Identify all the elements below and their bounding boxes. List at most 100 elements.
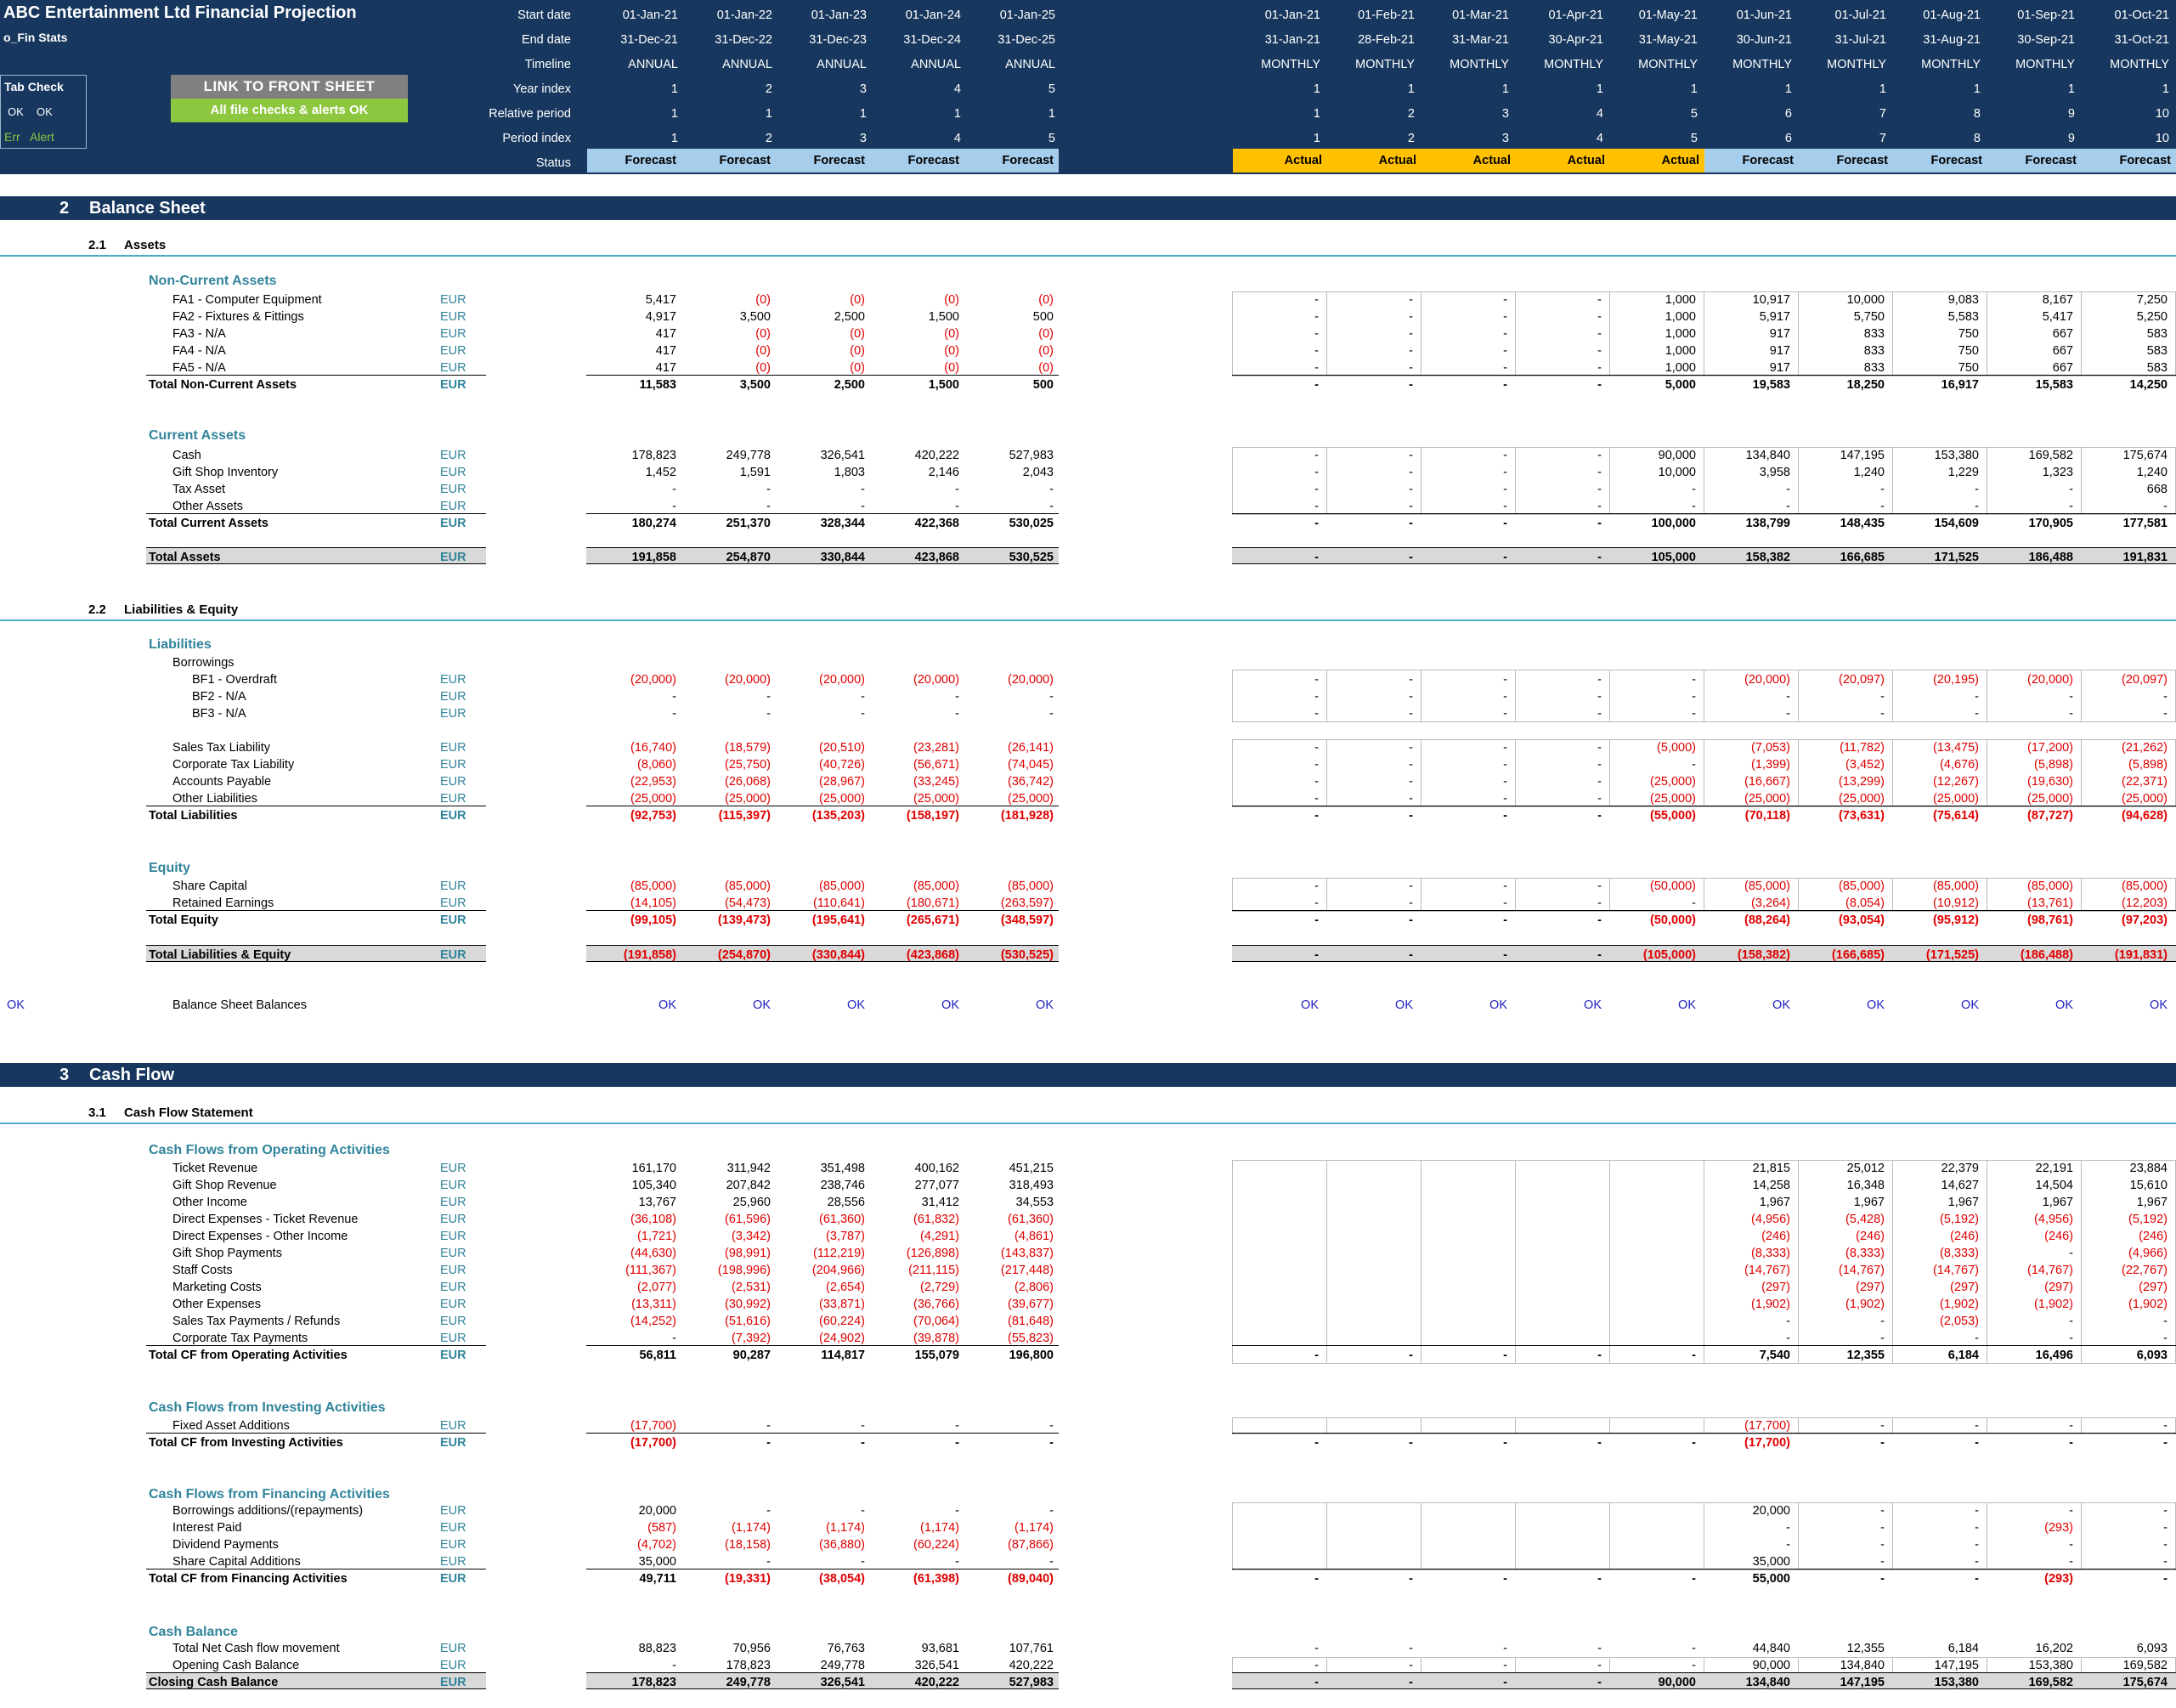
group-heading: Liabilities [149, 637, 212, 652]
total-rule [146, 547, 486, 548]
annual-value: (20,000) [913, 673, 959, 687]
annual-value: 330,844 [820, 551, 865, 564]
monthly-value: OK [2150, 998, 2168, 1012]
monthly-value: (191,831) [2114, 948, 2168, 962]
total-rule [586, 1672, 1059, 1673]
header-monthly-year: 1 [1501, 82, 1509, 96]
unit-label: EUR [440, 1521, 466, 1535]
monthly-value: (87,727) [2026, 809, 2073, 823]
header-annual-rel: 1 [859, 107, 867, 121]
annual-value: (20,510) [818, 741, 865, 755]
monthly-value: - [1409, 690, 1413, 704]
monthly-value: (293) [2044, 1521, 2073, 1535]
header-monthly-year: 1 [1784, 82, 1792, 96]
row-label: Sales Tax Liability [172, 741, 270, 755]
annual-value: (61,596) [724, 1213, 771, 1226]
monthly-value: - [1880, 1538, 1885, 1552]
annual-value: (198,996) [717, 1264, 771, 1277]
input-block-divider [2081, 447, 2082, 515]
monthly-value: 186,488 [2028, 551, 2073, 564]
monthly-value: 153,380 [1934, 449, 1979, 462]
monthly-value: (85,000) [1744, 879, 1790, 893]
monthly-value: 750 [1958, 327, 1979, 341]
annual-value: (254,870) [717, 948, 771, 962]
unit-label: EUR [440, 879, 466, 893]
header-annual-start: 01-Jan-25 [999, 8, 1055, 22]
input-block-divider [1609, 1502, 1610, 1570]
unit-label: EUR [440, 673, 466, 687]
annual-value: 423,868 [914, 551, 959, 564]
monthly-value: - [1409, 344, 1413, 358]
monthly-value: - [1409, 673, 1413, 687]
annual-value: 249,778 [726, 449, 771, 462]
monthly-value: - [1503, 378, 1507, 392]
annual-value: - [1049, 690, 1054, 704]
annual-value: (8,060) [637, 758, 676, 772]
header-annual-start: 01-Jan-24 [905, 8, 961, 22]
annual-value: 191,858 [631, 551, 676, 564]
monthly-value: OK [1772, 998, 1790, 1012]
monthly-value: - [2069, 707, 2073, 721]
annual-value: 25,960 [732, 1196, 771, 1209]
monthly-value: - [1597, 1642, 1602, 1655]
total-rule [146, 1433, 486, 1434]
annual-value: (7,392) [732, 1332, 771, 1345]
total-rule [586, 910, 1059, 911]
monthly-value: - [1692, 1436, 1696, 1450]
annual-value: 1,803 [834, 466, 865, 479]
annual-value: - [861, 1555, 865, 1569]
input-block-divider [1326, 291, 1327, 376]
header-monthly-year: 1 [2067, 82, 2075, 96]
total-rule [146, 945, 486, 946]
monthly-value: - [1314, 483, 1319, 496]
status-cell: Forecast [1704, 149, 1799, 172]
annual-value: (26,141) [1007, 741, 1054, 755]
monthly-value: - [1692, 483, 1696, 496]
annual-value: (85,000) [913, 879, 959, 893]
header-label-rel: Relative period [489, 107, 571, 121]
monthly-value: (13,761) [2026, 896, 2073, 910]
unit-label: EUR [440, 913, 466, 927]
monthly-value: 90,000 [1752, 1659, 1790, 1672]
row-label: Total Liabilities & Equity [149, 948, 291, 962]
total-underline [586, 563, 1059, 564]
annual-value: (0) [1038, 361, 1054, 375]
annual-value: (85,000) [724, 879, 771, 893]
annual-value: 178,823 [631, 449, 676, 462]
monthly-value: - [2069, 1419, 2073, 1433]
monthly-value: 14,504 [2035, 1179, 2073, 1192]
unit-label: EUR [440, 483, 466, 496]
row-label: Borrowings additions/(repayments) [172, 1504, 364, 1518]
unit-label: EUR [440, 1436, 466, 1450]
annual-value: 107,761 [1009, 1642, 1054, 1655]
header-monthly-rel: 9 [2067, 107, 2075, 121]
section-title: Balance Sheet [89, 199, 206, 218]
annual-value: 207,842 [726, 1179, 771, 1192]
annual-value: (1,174) [920, 1521, 959, 1535]
status-cell: Forecast [2082, 149, 2176, 172]
unit-label: EUR [440, 466, 466, 479]
annual-value: - [955, 1555, 959, 1569]
annual-value: (55,823) [1007, 1332, 1054, 1345]
monthly-value: - [1409, 361, 1413, 375]
monthly-value: 917 [1769, 361, 1790, 375]
monthly-value: (20,000) [1744, 673, 1790, 687]
monthly-value: - [1692, 758, 1696, 772]
row-label: Dividend Payments [172, 1538, 279, 1552]
row-label: Closing Cash Balance [149, 1676, 279, 1689]
link-to-front-sheet-button[interactable]: LINK TO FRONT SHEET [171, 75, 408, 99]
status-cell: Actual [1327, 149, 1421, 172]
unit-label: EUR [440, 310, 466, 324]
monthly-value: 10,917 [1752, 293, 1790, 307]
annual-value: 500 [1032, 310, 1054, 324]
monthly-value: - [1314, 775, 1319, 789]
annual-value: (51,616) [724, 1315, 771, 1328]
monthly-value: 105,000 [1651, 551, 1696, 564]
section-title: Cash Flow [89, 1066, 175, 1084]
monthly-value: (93,054) [1838, 913, 1885, 927]
annual-value: 35,000 [638, 1555, 676, 1569]
monthly-value: - [1880, 1504, 1885, 1518]
tab-check-err: Err [4, 130, 20, 144]
annual-value: - [1049, 1419, 1054, 1433]
input-block-divider [1892, 1657, 1893, 1674]
